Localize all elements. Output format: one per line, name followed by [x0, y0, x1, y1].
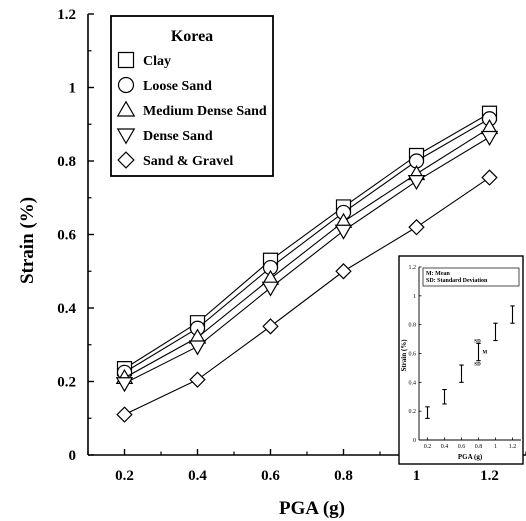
x-tick-label: 0.6 [261, 468, 280, 484]
data-point [480, 130, 499, 147]
data-point [481, 169, 498, 186]
inset-errorbar [442, 388, 447, 405]
data-point [115, 377, 134, 393]
series-4 [116, 169, 498, 423]
y-tick-label: 0.8 [57, 154, 76, 170]
x-tick-label: 0.8 [334, 468, 353, 484]
main-axes: 0 0.2 0.4 0.6 0.8 1 1.2 0.2 0.4 0.6 0.8 1 1.2 PGA (g)… [17, 7, 526, 519]
series-line [124, 136, 490, 384]
legend-title: Korea [171, 28, 213, 45]
series-line [124, 112, 490, 370]
series-line [124, 127, 490, 379]
inset-y-tick-label: 0.4 [409, 380, 417, 386]
data-point [262, 318, 279, 335]
legend-label: Clay [143, 54, 171, 69]
y-axis-title: Strain (%) [17, 197, 38, 284]
legend-label: Loose Sand [143, 79, 212, 94]
y-tick-label: 0.6 [57, 228, 76, 244]
inset-errorbar [476, 342, 481, 362]
inset-x-tick-label: 0.8 [475, 444, 483, 450]
y-tick-label: 0.4 [57, 301, 76, 317]
data-point [335, 263, 352, 280]
legend-marker [116, 100, 136, 117]
inset-legend-entry: SD: Standard Deviation [426, 278, 488, 284]
legend-label: Dense Sand [143, 129, 213, 144]
inset-x-tick-label: 1.2 [509, 444, 517, 450]
legend-box [110, 15, 274, 177]
inset-legend-entry: M: Mean [426, 271, 450, 277]
data-point [261, 281, 280, 297]
inset-x-tick-label: 0.2 [424, 444, 432, 450]
legend-marker [116, 128, 136, 145]
series-3 [115, 130, 499, 393]
inset-annotation-sd-top: SD [474, 339, 481, 344]
y-tick-label: 1 [69, 81, 77, 97]
y-tick-label: 1.2 [57, 7, 76, 23]
inset-y-tick-label: 0.6 [409, 352, 417, 358]
inset-y-axis-title: Strain (%) [400, 339, 408, 372]
main-series [115, 105, 499, 423]
series-line [124, 177, 490, 416]
inset-errorbar [493, 322, 498, 342]
legend-marker [117, 151, 135, 169]
y-tick-label: 0 [69, 448, 77, 464]
data-point [189, 371, 206, 388]
inset-x-tick-label: 0.4 [441, 444, 449, 450]
legend-label: Sand & Gravel [143, 154, 233, 169]
x-tick-label: 0.4 [188, 468, 207, 484]
series-line [124, 118, 490, 373]
x-tick-label: 1 [413, 468, 421, 484]
inset-annotation-mean: M [483, 351, 488, 356]
inset-frame [398, 255, 524, 465]
inset-annotation-sd-bottom: SD [474, 363, 481, 368]
inset-errorbar [425, 406, 430, 419]
x-tick-label: 1.2 [480, 468, 499, 484]
legend-marker [117, 51, 135, 69]
inset-errorbar [459, 364, 464, 383]
legend-label: Medium Dense Sand [143, 104, 267, 119]
inset-x-tick-label: 1 [494, 444, 497, 450]
inset-y-tick-label: 0.8 [409, 323, 417, 329]
data-point [334, 224, 353, 240]
data-point [408, 218, 425, 236]
inset-y-tick-label: 0.2 [409, 409, 417, 415]
data-point [188, 340, 207, 356]
inset-y-tick-label: 1 [413, 294, 416, 300]
x-axis-title: PGA (g) [279, 498, 345, 519]
x-tick-label: 0.2 [115, 468, 134, 484]
data-point [116, 406, 133, 423]
inset-errorbar [510, 305, 515, 324]
y-tick-label: 0.2 [57, 375, 76, 391]
inset-x-axis-title: PGA (g) [458, 453, 483, 461]
inset-y-tick-label: 1.2 [409, 265, 417, 271]
legend-marker [117, 76, 135, 94]
inset-legend-box [422, 267, 520, 287]
series-1 [116, 111, 498, 380]
inset-y-tick-label: 0 [413, 438, 416, 444]
inset-chart: 0 0.2 0.4 0.6 0.8 1 1.2 0.2 0.4 0.6 0.8 1 1.2 PGA (g)… [398, 255, 524, 465]
inset-x-tick-label: 0.6 [458, 444, 466, 450]
data-point [407, 175, 426, 191]
